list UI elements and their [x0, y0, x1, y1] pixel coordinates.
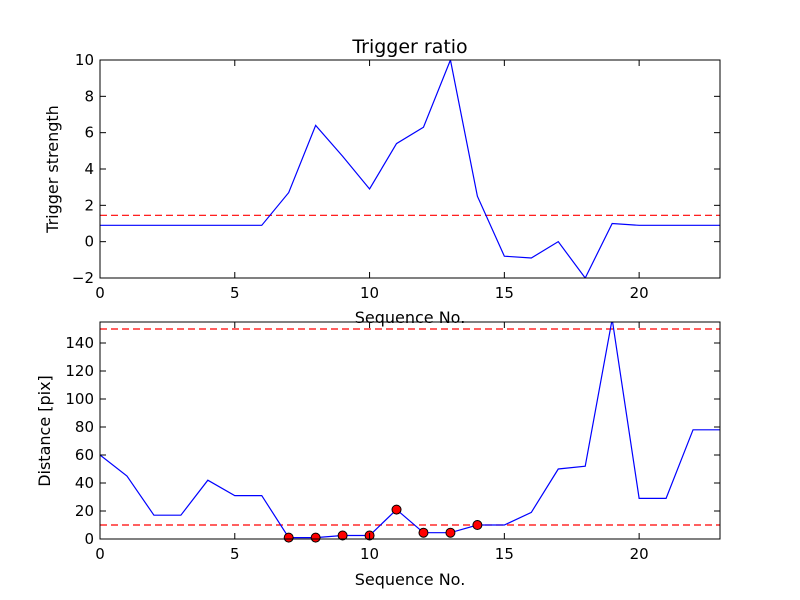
y-tick-label: 80: [75, 418, 94, 436]
trigger-ratio-panel: Trigger ratio Trigger strength Sequence …: [43, 36, 721, 327]
data-point-marker: [445, 527, 456, 538]
y-tick-label: 0: [84, 530, 94, 548]
axes-frame: [99, 321, 721, 540]
y-tick-label: 6: [84, 124, 94, 142]
y-tick-label: 0: [84, 233, 94, 251]
data-point-marker: [310, 532, 321, 543]
y-tick-label: 10: [75, 51, 94, 69]
plot-area: 0 5 10 15 20 0 20 40 60 80 100 120 140: [65, 321, 721, 563]
distance-series-line: [100, 322, 720, 539]
data-point-marker: [418, 527, 429, 538]
x-tick-label: 20: [630, 545, 649, 563]
y-tick-label: 4: [84, 160, 94, 178]
y-tick-label: 140: [65, 334, 94, 352]
y-axis-label: Distance [pix]: [35, 375, 54, 487]
data-point-marker: [472, 520, 483, 530]
x-tick-label: 15: [495, 284, 514, 302]
x-tick-label: 10: [360, 284, 379, 302]
data-layer: [100, 60, 720, 278]
y-tick-label: 100: [65, 390, 94, 408]
x-tick-label: 10: [360, 545, 379, 563]
y-tick-label: 120: [65, 362, 94, 380]
x-axis-label: Sequence No.: [355, 570, 466, 589]
x-axis-label: Sequence No.: [355, 308, 466, 327]
x-tick-label: 15: [495, 545, 514, 563]
y-tick-label: −2: [72, 269, 94, 287]
y-tick-label: 40: [75, 474, 94, 492]
data-layer: [100, 322, 720, 539]
y-axis-label: Trigger strength: [43, 105, 62, 234]
x-tick-label: 5: [230, 284, 240, 302]
y-tick-label: 20: [75, 502, 94, 520]
data-point-marker: [283, 532, 294, 543]
x-tick-label: 0: [95, 545, 105, 563]
trigger-strength-series-line: [100, 60, 720, 278]
data-point-marker: [337, 530, 348, 541]
x-tick-label: 0: [95, 284, 105, 302]
chart-title: Trigger ratio: [351, 36, 467, 58]
x-tick-label: 20: [630, 284, 649, 302]
x-tick-label: 5: [230, 545, 240, 563]
y-tick-label: 8: [84, 87, 94, 105]
distance-panel: Distance [pix] Sequence No. 0 5 10 15 20 0 20 4…: [35, 321, 721, 589]
y-tick-label: 2: [84, 196, 94, 214]
y-tick-label: 60: [75, 446, 94, 464]
data-point-marker: [391, 504, 402, 515]
